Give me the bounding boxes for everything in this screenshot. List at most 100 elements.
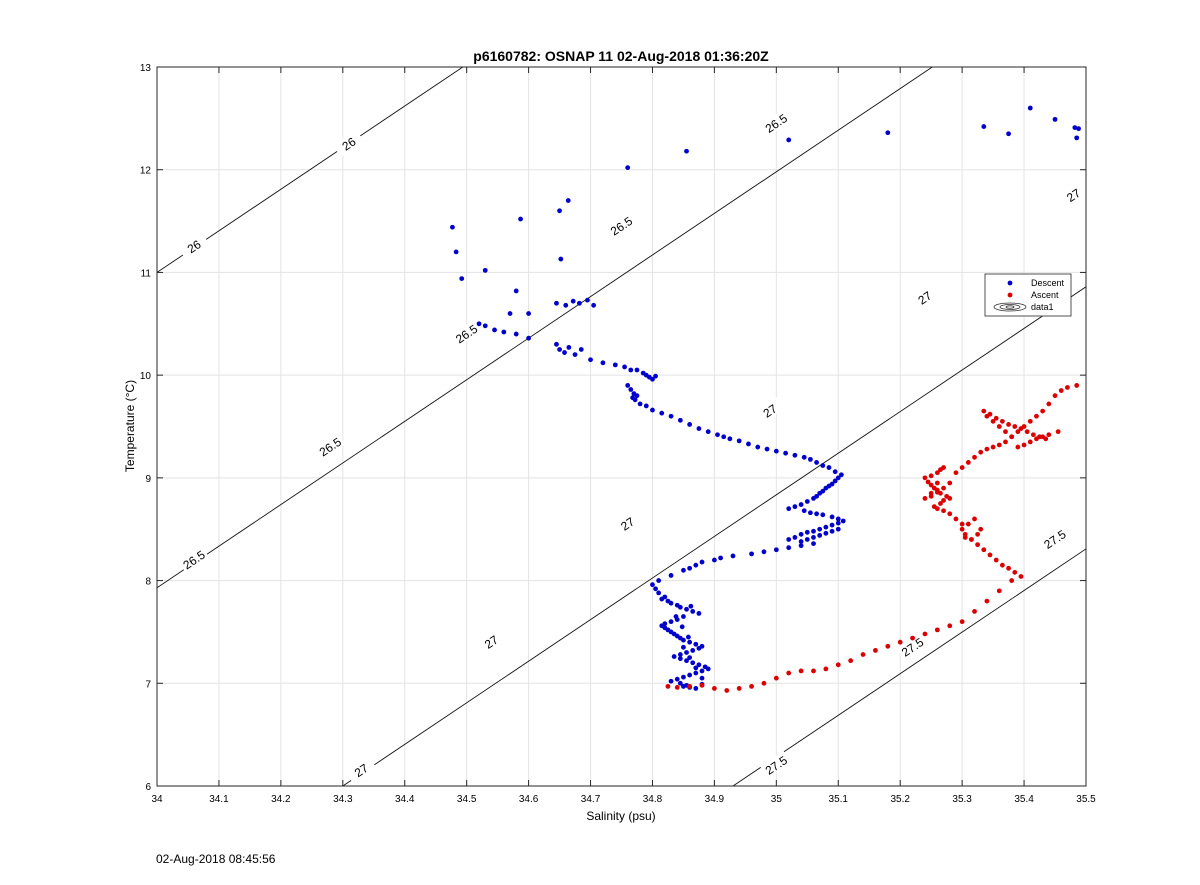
- descent-point: [829, 514, 835, 520]
- isopycnal-label-bg: [760, 109, 792, 137]
- ascent-point: [941, 485, 946, 491]
- descent-point: [563, 302, 569, 308]
- ascent-point: [1012, 424, 1018, 429]
- x-tick-label: 34.7: [581, 794, 601, 805]
- descent-point: [693, 670, 699, 676]
- legend-contour-icon-inner: [999, 304, 1021, 310]
- ascent-point: [922, 475, 928, 481]
- descent-point: [656, 578, 662, 583]
- descent-point: [705, 666, 711, 672]
- ascent-point: [1065, 385, 1070, 390]
- ascent-point: [969, 537, 974, 542]
- descent-point: [696, 662, 702, 668]
- ascent-point: [773, 675, 779, 681]
- ascent-point: [665, 683, 671, 689]
- descent-point: [558, 256, 564, 262]
- ascent-point: [996, 424, 1002, 429]
- descent-point: [823, 524, 829, 530]
- ascent-point: [687, 683, 693, 689]
- ascent-point: [1037, 434, 1042, 440]
- ascent-point: [959, 521, 965, 527]
- ascent-point: [761, 680, 767, 686]
- descent-point: [622, 364, 627, 370]
- descent-point: [459, 276, 465, 281]
- x-tick-label: 34.3: [333, 794, 353, 805]
- ascent-point: [959, 465, 965, 470]
- descent-point: [681, 637, 686, 643]
- ascent-point: [975, 542, 981, 548]
- descent-point: [764, 446, 770, 452]
- descent-point: [823, 530, 829, 536]
- ascent-point: [1052, 393, 1058, 399]
- descent-point: [1052, 116, 1058, 122]
- descent-point: [687, 639, 693, 645]
- descent-point: [811, 541, 816, 546]
- descent-point: [677, 417, 683, 423]
- legend: Descent Ascent data1: [984, 273, 1072, 317]
- descent-point: [557, 347, 562, 352]
- descent-point: [807, 456, 813, 462]
- descent-point: [817, 490, 823, 496]
- descent-point: [727, 436, 733, 442]
- ascent-point: [1043, 436, 1049, 442]
- ascent-point: [996, 588, 1002, 594]
- descent-point: [634, 393, 640, 399]
- descent-point: [673, 614, 679, 619]
- descent-point: [650, 407, 655, 413]
- ascent-point: [931, 485, 937, 491]
- ascent-point: [944, 493, 950, 499]
- ascent-point: [978, 449, 984, 455]
- print-timestamp: 02-Aug-2018 08:45:56: [156, 852, 276, 866]
- descent-point: [600, 360, 606, 366]
- isopycnal-line: [732, 548, 1086, 786]
- isopycnal-line: [157, 67, 464, 273]
- descent-point: [835, 516, 841, 522]
- descent-point: [811, 496, 816, 501]
- legend-label-data1: data1: [1031, 302, 1054, 312]
- descent-point: [736, 438, 742, 444]
- descent-point: [823, 485, 829, 491]
- ascent-point: [736, 686, 742, 691]
- descent-point: [668, 678, 674, 684]
- descent-point: [817, 526, 823, 532]
- descent-point: [653, 586, 658, 592]
- descent-point: [513, 288, 519, 294]
- descent-point: [773, 448, 779, 454]
- descent-point: [1074, 135, 1080, 141]
- ascent-point: [934, 470, 940, 476]
- descent-point: [1072, 125, 1078, 131]
- descent-point: [807, 510, 813, 516]
- descent-point: [885, 130, 891, 136]
- descent-point: [1027, 105, 1033, 111]
- ascent-point: [1012, 569, 1018, 575]
- legend-marker-descent: [1007, 280, 1013, 286]
- density-contours: 262626.526.526.526.526.527272727272727.5…: [157, 67, 1086, 786]
- ascent-point: [1058, 388, 1064, 393]
- descent-point: [687, 672, 693, 678]
- ascent-point: [1015, 429, 1021, 435]
- ascent-point: [999, 562, 1005, 568]
- ascent-point: [897, 639, 903, 645]
- descent-point: [625, 165, 631, 171]
- descent-point: [749, 551, 754, 557]
- descent-point: [761, 549, 767, 555]
- descent-point: [804, 529, 810, 535]
- ascent-point: [835, 662, 841, 668]
- descent-point: [687, 565, 693, 571]
- ascent-point: [1024, 429, 1030, 435]
- x-tick-label: 34.6: [519, 794, 539, 805]
- ascent-point: [1018, 426, 1024, 431]
- descent-point: [681, 567, 686, 573]
- isopycnal-label-bg: [611, 509, 643, 537]
- descent-point: [801, 508, 807, 514]
- descent-point: [798, 502, 804, 507]
- descent-point: [699, 675, 705, 681]
- descent-point: [677, 652, 683, 657]
- descent-point: [492, 327, 497, 333]
- descent-point: [668, 413, 674, 419]
- axes-box: [156, 66, 1087, 787]
- x-tick-label: 34.4: [395, 794, 415, 805]
- descent-point: [677, 680, 683, 686]
- ascent-point: [1046, 432, 1052, 438]
- ascent-point: [978, 526, 984, 532]
